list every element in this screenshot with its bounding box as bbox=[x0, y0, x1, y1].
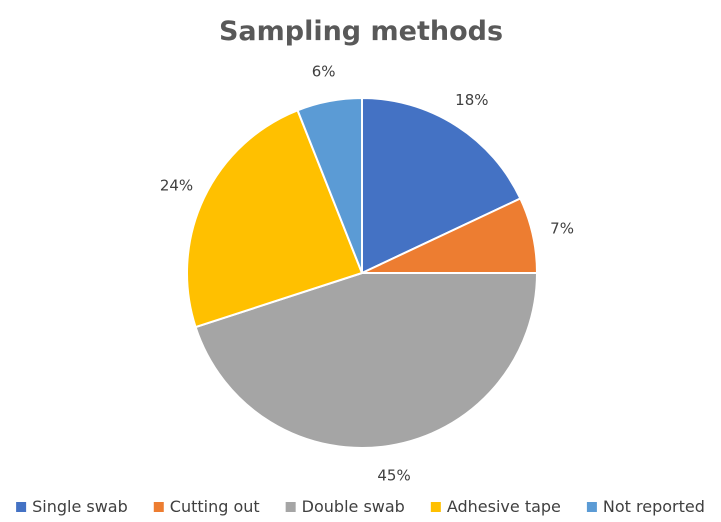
pie-slice-double-swab bbox=[194, 272, 539, 449]
legend-label-cutting-out: Cutting out bbox=[170, 497, 260, 516]
legend-item-single-swab: Single swab bbox=[16, 497, 128, 516]
legend-swatch-double-swab bbox=[285, 502, 296, 512]
data-label-cutting-out: 7% bbox=[550, 219, 574, 237]
legend-item-not-reported: Not reported bbox=[586, 497, 705, 516]
legend: Single swab Cutting out Double swab Adhesiv… bbox=[16, 497, 705, 516]
pie-slice-single-swab bbox=[361, 96, 522, 275]
data-label-adhesive-tape: 24% bbox=[160, 177, 193, 195]
legend-item-adhesive-tape: Adhesive tape bbox=[430, 497, 561, 516]
data-label-single-swab: 18% bbox=[455, 91, 488, 109]
legend-swatch-adhesive-tape bbox=[430, 502, 441, 512]
chart-title: Sampling methods bbox=[219, 16, 503, 47]
legend-label-adhesive-tape: Adhesive tape bbox=[447, 497, 561, 516]
data-label-double-swab: 45% bbox=[377, 466, 410, 484]
legend-item-cutting-out: Cutting out bbox=[153, 497, 260, 516]
legend-label-double-swab: Double swab bbox=[302, 497, 405, 516]
legend-item-double-swab: Double swab bbox=[285, 497, 405, 516]
pie-slices bbox=[186, 96, 539, 449]
legend-label-single-swab: Single swab bbox=[32, 497, 128, 516]
data-label-not-reported: 6% bbox=[312, 63, 336, 81]
legend-swatch-cutting-out bbox=[153, 502, 164, 512]
legend-swatch-single-swab bbox=[16, 502, 27, 512]
pie-slice-not-reported bbox=[296, 96, 363, 274]
data-labels: 18% 7% 45% 24% 6% bbox=[160, 63, 574, 485]
legend-swatch-not-reported bbox=[586, 502, 597, 512]
legend-label-not-reported: Not reported bbox=[603, 497, 705, 516]
